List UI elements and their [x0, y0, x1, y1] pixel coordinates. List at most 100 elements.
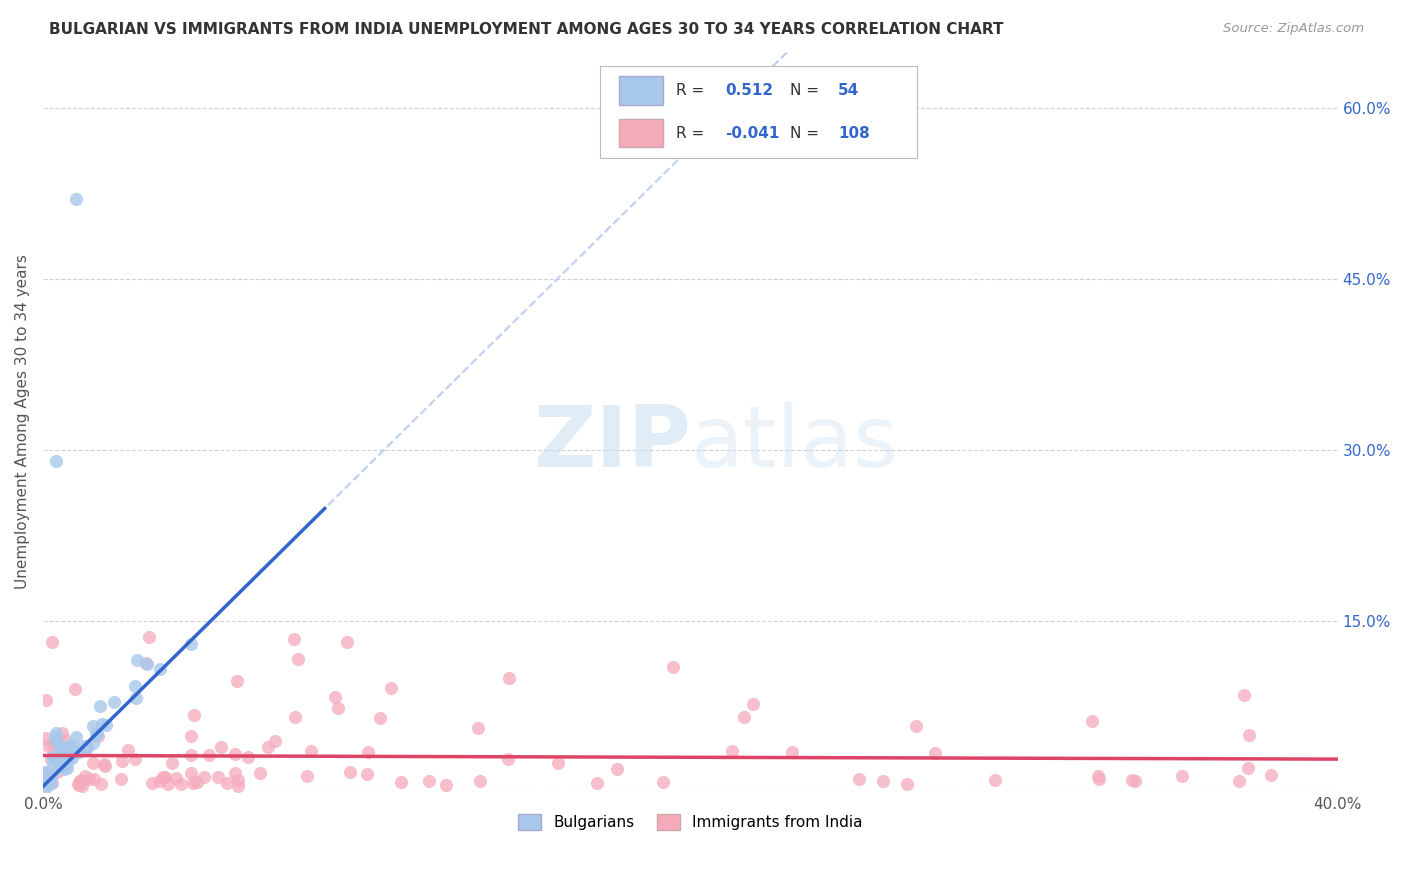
Legend: Bulgarians, Immigrants from India: Bulgarians, Immigrants from India — [512, 808, 869, 836]
Point — [336, 634, 359, 648]
Point — [87, 729, 110, 743]
Point — [82, 756, 104, 770]
Point — [193, 770, 215, 784]
Point — [662, 659, 685, 673]
Point — [1121, 772, 1143, 787]
Point — [180, 729, 202, 743]
Point — [125, 653, 148, 667]
Point — [124, 751, 146, 765]
Point — [284, 710, 307, 724]
Point — [41, 634, 63, 648]
Point — [53, 733, 76, 747]
Point — [180, 637, 202, 651]
Point — [37, 739, 59, 753]
Point — [586, 776, 609, 790]
Point — [498, 671, 520, 685]
Point — [73, 739, 96, 754]
Point — [1088, 772, 1111, 787]
Point — [111, 755, 134, 769]
Text: N =: N = — [790, 126, 824, 141]
Point — [70, 773, 93, 788]
Point — [45, 454, 67, 468]
Point — [67, 777, 90, 791]
Point — [780, 746, 803, 760]
Point — [65, 192, 87, 206]
Point — [468, 773, 491, 788]
Text: N =: N = — [790, 83, 824, 98]
Point — [467, 721, 489, 735]
Point — [418, 773, 440, 788]
Point — [42, 739, 65, 753]
Point — [170, 777, 193, 791]
Point — [287, 652, 309, 666]
Point — [226, 779, 249, 793]
Point — [339, 765, 361, 780]
Point — [156, 777, 179, 791]
Point — [39, 776, 62, 790]
Point — [53, 741, 76, 756]
Point — [434, 778, 457, 792]
Point — [42, 756, 65, 771]
Point — [62, 739, 84, 753]
Text: R =: R = — [676, 126, 709, 141]
Point — [76, 740, 98, 755]
Point — [35, 731, 58, 745]
Text: BULGARIAN VS IMMIGRANTS FROM INDIA UNEMPLOYMENT AMONG AGES 30 TO 34 YEARS CORREL: BULGARIAN VS IMMIGRANTS FROM INDIA UNEMP… — [49, 22, 1004, 37]
Point — [257, 739, 280, 754]
Point — [55, 753, 77, 767]
Point — [368, 710, 391, 724]
Point — [1123, 773, 1146, 788]
Point — [45, 765, 67, 780]
Text: -0.041: -0.041 — [725, 126, 780, 141]
Point — [224, 747, 246, 761]
Point — [46, 755, 69, 769]
Point — [35, 765, 58, 780]
Point — [52, 763, 75, 777]
Point — [94, 759, 117, 773]
Point — [69, 774, 91, 789]
FancyBboxPatch shape — [619, 76, 664, 104]
Point — [1260, 767, 1282, 781]
Point — [93, 757, 115, 772]
Point — [69, 778, 91, 792]
Point — [75, 740, 97, 755]
Point — [63, 745, 86, 759]
Point — [91, 716, 114, 731]
FancyBboxPatch shape — [600, 65, 917, 158]
Point — [983, 772, 1005, 787]
Point — [51, 726, 73, 740]
Point — [153, 770, 176, 784]
Point — [37, 774, 59, 789]
Text: ZIP: ZIP — [533, 402, 690, 485]
Point — [326, 701, 349, 715]
Point — [1081, 714, 1104, 728]
Point — [236, 750, 259, 764]
Point — [65, 731, 87, 745]
Point — [53, 756, 76, 770]
Text: 108: 108 — [838, 126, 870, 141]
Point — [181, 775, 204, 789]
Point — [905, 719, 928, 733]
Point — [872, 774, 894, 789]
Point — [41, 750, 63, 764]
Point — [1227, 774, 1250, 789]
Point — [67, 743, 90, 757]
Point — [165, 771, 187, 785]
Point — [49, 759, 72, 773]
Point — [924, 746, 946, 760]
Point — [848, 772, 870, 787]
Point — [357, 746, 380, 760]
Point — [110, 772, 132, 786]
Point — [180, 765, 202, 780]
Text: atlas: atlas — [690, 402, 898, 485]
Point — [59, 742, 82, 756]
Point — [606, 762, 628, 776]
Point — [75, 769, 97, 783]
Point — [1171, 769, 1194, 783]
Point — [389, 775, 412, 789]
Point — [103, 695, 125, 709]
Point — [90, 777, 112, 791]
Point — [45, 734, 67, 748]
Point — [117, 743, 139, 757]
Text: R =: R = — [676, 83, 709, 98]
